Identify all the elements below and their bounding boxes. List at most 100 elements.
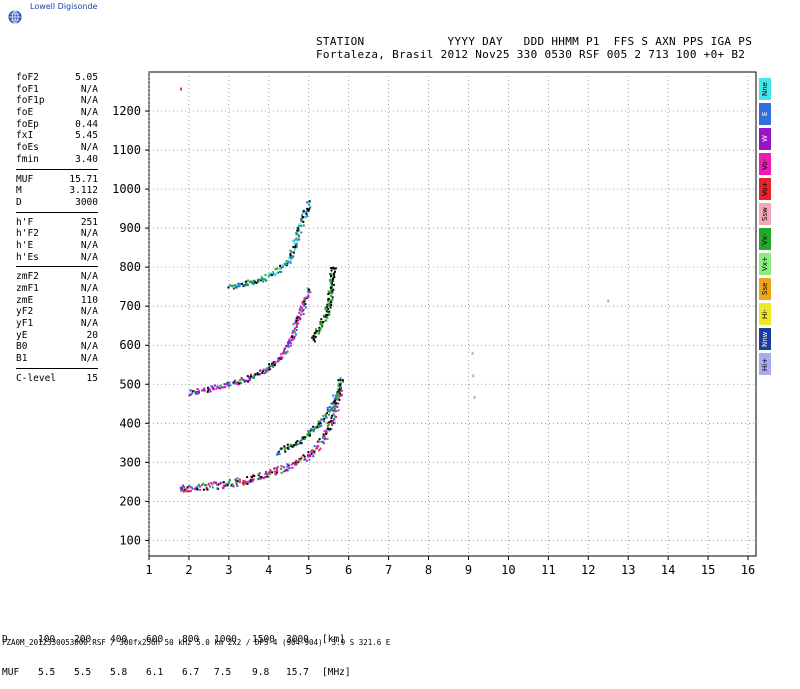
echo-point [320, 325, 323, 328]
echo-point [246, 283, 249, 286]
y-tick-label: 1000 [112, 182, 141, 196]
echo-point [300, 456, 303, 459]
echo-point [337, 409, 340, 412]
echo-point [269, 469, 272, 472]
echo-point [181, 484, 184, 487]
echo-point [322, 435, 325, 438]
echo-point [331, 282, 333, 285]
y-tick-label: 200 [119, 494, 141, 508]
echo-point [285, 260, 288, 263]
echo-point [264, 369, 267, 372]
plot-frame [148, 71, 757, 557]
echo-point [329, 306, 332, 309]
echo-point [274, 272, 277, 275]
y-tick-label: 500 [119, 377, 141, 391]
echo-point [291, 335, 293, 338]
echo-point [298, 312, 301, 314]
echo-point [281, 356, 284, 359]
echo-point [326, 316, 329, 319]
param-value: 0.44 [75, 118, 98, 130]
param-row: foEp 0.44 [16, 119, 98, 131]
echo-point [280, 447, 283, 450]
echo-point [308, 203, 311, 206]
echo-point [332, 413, 335, 416]
echo-point [296, 233, 299, 236]
param-value: N/A [80, 251, 98, 263]
echo-point [314, 426, 317, 429]
echo-point [293, 331, 296, 334]
echo-point [275, 267, 278, 270]
echo-point [331, 409, 334, 412]
echo-point [293, 327, 296, 330]
echo-point [330, 402, 333, 405]
echo-point [339, 377, 342, 380]
echo-point [249, 281, 251, 284]
echo-point [324, 315, 327, 318]
table-cell: 400 [110, 634, 128, 645]
echo-point [290, 256, 293, 259]
echo-point [331, 414, 334, 417]
echo-point [325, 432, 328, 435]
legend-label: Sse [761, 282, 769, 296]
echo-point [302, 313, 305, 316]
echo-point [219, 481, 222, 484]
echo-point [294, 463, 296, 466]
echo-point [190, 486, 193, 489]
echo-point [297, 230, 299, 233]
echo-point [325, 429, 328, 432]
echo-point [258, 278, 261, 281]
legend-swatch: Sse [759, 278, 771, 300]
x-tick-label: 4 [265, 563, 272, 577]
echo-point [266, 475, 269, 478]
echo-point [262, 370, 265, 373]
param-row: foF1p N/A [16, 95, 98, 107]
echo-point [607, 299, 610, 303]
echo-point [216, 385, 219, 388]
echo-point [303, 297, 306, 300]
echo-point [295, 324, 298, 327]
echo-point [222, 485, 225, 488]
echo-point [339, 379, 342, 382]
param-name: foEs [16, 142, 39, 154]
echo-point [210, 481, 213, 484]
echo-point [266, 369, 269, 372]
echo-point [260, 476, 263, 479]
echo-point [328, 410, 331, 413]
echo-point [291, 332, 294, 335]
echo-point [191, 392, 194, 395]
echo-point [273, 470, 276, 473]
y-tick-label: 600 [119, 338, 141, 352]
echo-point [310, 452, 313, 455]
echo-point [330, 408, 333, 411]
echo-point [270, 274, 273, 277]
echo-point [333, 410, 336, 413]
x-tick-label: 14 [661, 563, 675, 577]
echo-point [335, 410, 338, 412]
echo-point [219, 387, 222, 390]
param-row: zmE 110 [16, 295, 98, 307]
echo-point [324, 306, 327, 309]
legend-swatch: Nnw [759, 328, 771, 350]
echo-point [275, 471, 278, 474]
param-name: h'Es [16, 251, 39, 263]
echo-point [295, 459, 298, 462]
echo-point [222, 481, 225, 484]
echo-point [330, 421, 333, 424]
echo-point [182, 490, 185, 493]
echo-point [254, 373, 257, 376]
legend-label: W [761, 135, 769, 143]
echo-point [246, 482, 249, 485]
echo-point [243, 380, 246, 383]
echo-point [277, 267, 280, 270]
echo-point [308, 431, 311, 434]
y-tick-label: 1100 [112, 143, 141, 157]
echo-point [283, 351, 286, 354]
param-value: N/A [80, 142, 98, 154]
echo-point [299, 459, 302, 461]
x-tick-label: 13 [621, 563, 635, 577]
legend-label: Vx- [761, 233, 769, 245]
echo-point [338, 382, 341, 385]
y-tick-label: 700 [119, 299, 141, 313]
echo-point [184, 489, 187, 492]
echo-point [331, 419, 334, 422]
